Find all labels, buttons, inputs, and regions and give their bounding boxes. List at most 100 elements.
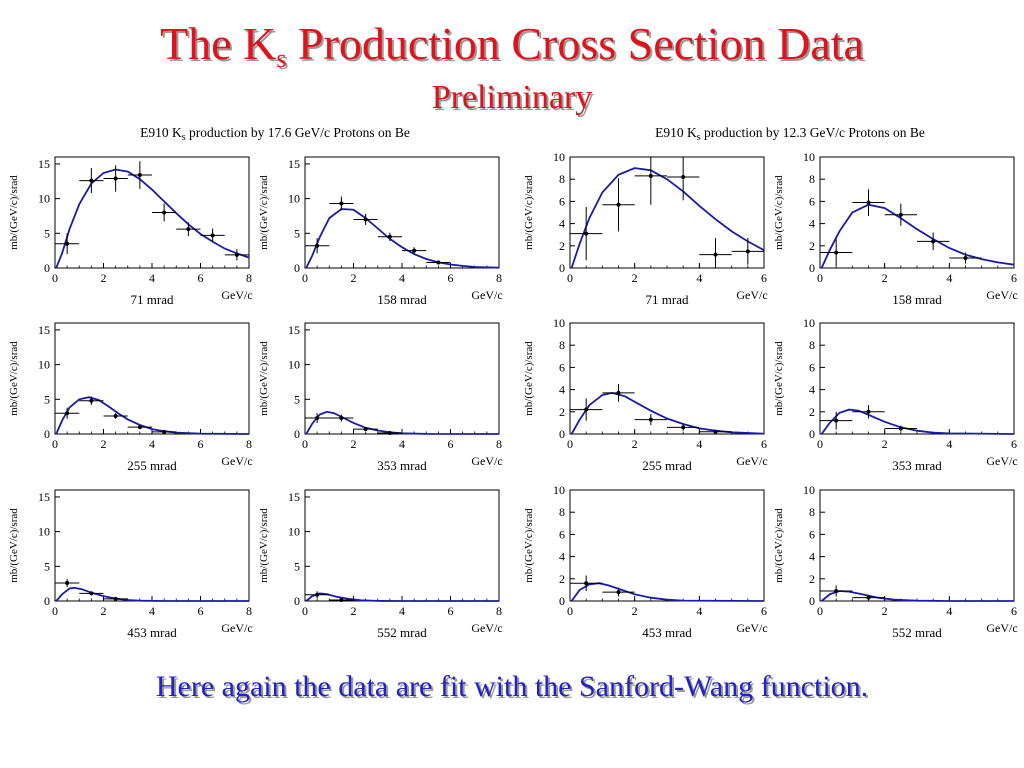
data-point (305, 413, 330, 423)
y-tick-label: 4 (809, 217, 815, 231)
y-axis-label: mb/(GeV/c)/srad (523, 508, 535, 583)
x-tick-label: 8 (496, 604, 502, 618)
x-tick-label: 2 (351, 271, 357, 285)
data-point (79, 396, 104, 405)
data-marker (584, 407, 589, 412)
y-tick-label: 6 (559, 527, 565, 541)
fit-curve (820, 408, 1015, 435)
angle-label: 552 mrad (892, 625, 942, 640)
x-tick-label: 2 (351, 604, 357, 618)
y-axis-label: mb/(GeV/c)/srad (8, 341, 20, 416)
x-tick-label: 4 (149, 437, 155, 451)
x-axis-label: GeV/c (986, 288, 1017, 302)
data-marker (584, 581, 589, 586)
y-tick-label: 10 (803, 483, 815, 497)
data-marker (387, 234, 392, 239)
x-tick-label: 0 (567, 437, 573, 451)
x-tick-label: 4 (149, 271, 155, 285)
angle-label: 453 mrad (127, 625, 177, 640)
y-tick-label: 8 (559, 338, 565, 352)
y-tick-label: 0 (809, 594, 815, 608)
y-tick-label: 8 (559, 505, 565, 519)
y-tick-label: 8 (559, 172, 565, 186)
y-tick-label: 2 (559, 572, 565, 586)
x-tick-label: 4 (696, 604, 702, 618)
angle-label: 552 mrad (377, 625, 427, 640)
data-point (79, 168, 104, 194)
y-axis-label: mb/(GeV/c)/srad (773, 508, 785, 583)
data-point (570, 206, 603, 261)
y-tick-label: 5 (44, 559, 50, 573)
y-tick-label: 6 (559, 194, 565, 208)
y-tick-label: 10 (288, 192, 300, 206)
data-marker (713, 429, 718, 434)
data-marker (898, 212, 903, 217)
data-point (667, 157, 700, 201)
y-tick-label: 0 (44, 261, 50, 275)
y-tick-label: 5 (294, 559, 300, 573)
data-marker (315, 416, 320, 421)
data-point (602, 384, 635, 402)
y-tick-label: 15 (288, 157, 300, 171)
data-marker (681, 174, 686, 179)
data-point (570, 398, 603, 421)
x-axis-label: GeV/c (471, 288, 502, 302)
data-marker (648, 173, 653, 178)
x-tick-label: 6 (448, 437, 454, 451)
data-point (103, 165, 128, 192)
plot-frame (819, 156, 1015, 269)
data-point (699, 429, 732, 434)
plot-frame (819, 489, 1015, 602)
data-point (917, 232, 950, 251)
y-tick-label: 15 (288, 490, 300, 504)
y-tick-label: 10 (553, 483, 565, 497)
data-point (200, 228, 225, 243)
subplot-4: 0 2 4 6 8 0 5 10 15 mb/(GeV/c)/srad GeV/c 353 mrad (258, 322, 503, 473)
data-marker (210, 233, 215, 238)
data-point (426, 260, 451, 265)
data-marker (89, 178, 94, 183)
x-tick-label: 8 (246, 271, 252, 285)
data-marker (89, 591, 94, 596)
fit-curve (570, 167, 765, 269)
angle-label: 255 mrad (127, 458, 177, 473)
y-tick-label: 2 (559, 405, 565, 419)
data-marker (162, 210, 167, 215)
data-point (667, 424, 700, 431)
data-marker (113, 596, 118, 601)
angle-label: 71 mrad (646, 292, 689, 307)
x-tick-label: 2 (632, 437, 638, 451)
data-marker (65, 411, 70, 416)
x-tick-label: 4 (149, 604, 155, 618)
footer-caption: Here again the data are fit with the San… (155, 670, 869, 703)
data-marker (387, 430, 392, 435)
data-marker (713, 252, 718, 257)
x-tick-label: 0 (302, 604, 308, 618)
y-tick-label: 6 (809, 527, 815, 541)
y-tick-label: 15 (38, 157, 50, 171)
fit-curve (55, 396, 250, 435)
data-point (852, 405, 885, 419)
page-title: The Ks Production Cross Section Data (160, 18, 864, 73)
x-tick-label: 4 (399, 437, 405, 451)
data-marker (898, 426, 903, 431)
y-tick-label: 10 (38, 358, 50, 372)
y-tick-label: 10 (38, 192, 50, 206)
x-tick-label: 6 (761, 271, 767, 285)
x-axis-label: GeV/c (736, 288, 767, 302)
y-tick-label: 0 (294, 261, 300, 275)
angle-label: 255 mrad (642, 458, 692, 473)
x-tick-label: 0 (52, 271, 58, 285)
y-axis-label: mb/(GeV/c)/srad (523, 341, 535, 416)
data-point (55, 233, 80, 255)
y-tick-label: 4 (559, 217, 565, 231)
y-tick-label: 10 (803, 316, 815, 330)
x-axis-label: GeV/c (471, 454, 502, 468)
data-marker (834, 589, 839, 594)
plot-frame (304, 156, 500, 269)
subplot-10: 0 2 4 6 0 2 4 6 8 10 mb/(GeV/c)/srad GeV/c 353 mrad (773, 316, 1018, 473)
x-tick-label: 6 (761, 437, 767, 451)
y-tick-label: 5 (44, 392, 50, 406)
x-tick-label: 0 (302, 271, 308, 285)
fit-curve (55, 168, 250, 269)
